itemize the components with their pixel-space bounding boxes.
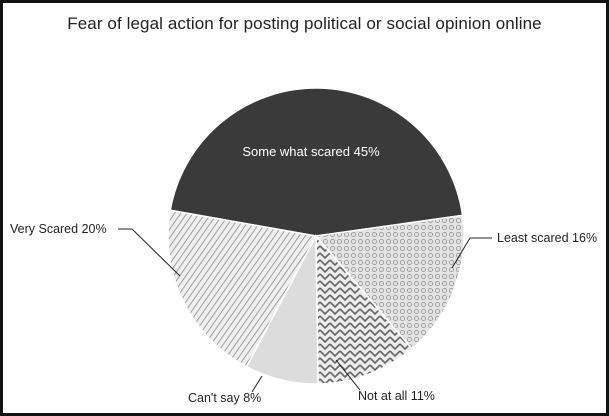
slice-label: Not at all 11% [358, 389, 435, 403]
slice-label: Some what scared 45% [242, 144, 380, 159]
chart-title: Fear of legal action for posting politic… [67, 14, 542, 33]
pie-slice [315, 233, 413, 385]
pie-slice [169, 87, 464, 237]
leader-line [335, 359, 361, 391]
slice-label: Can't say 8% [188, 391, 261, 405]
leader-line [251, 375, 263, 393]
slice-label: Least scared 16% [497, 231, 597, 245]
leader-line [118, 228, 181, 277]
slice-label: Very Scared 20% [10, 222, 107, 236]
leader-line [451, 237, 492, 269]
pie-slice [314, 214, 465, 350]
pie-slice [167, 209, 318, 368]
